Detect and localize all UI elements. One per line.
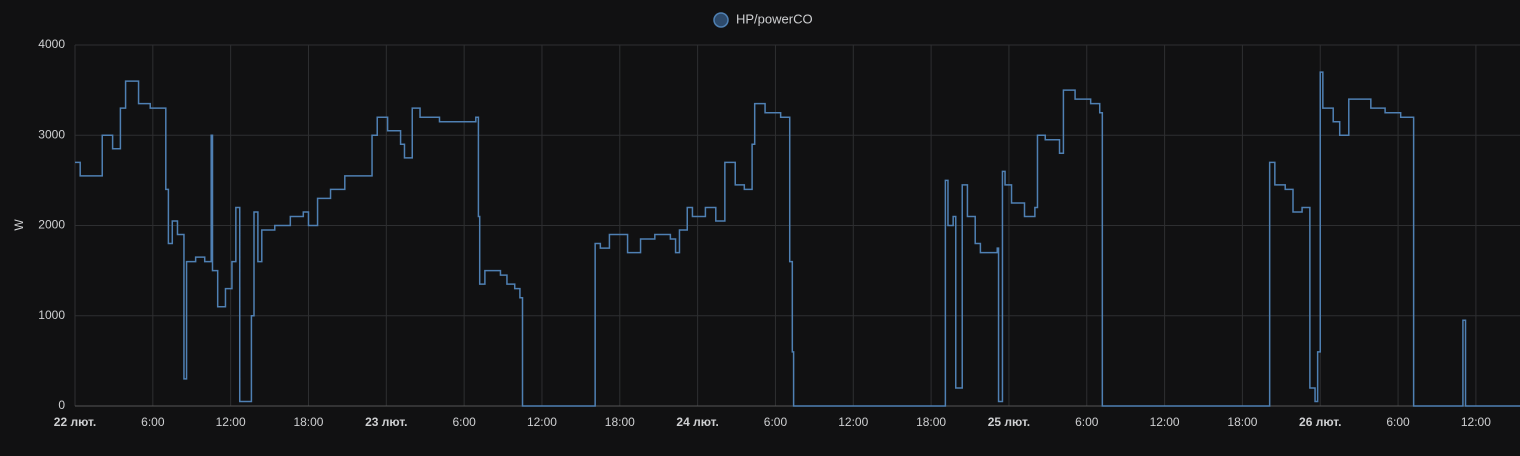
x-tick-label: 24 лют.: [676, 415, 718, 429]
x-tick-label: 12:00: [527, 415, 557, 429]
x-tick-label: 6:00: [1075, 415, 1099, 429]
y-tick-label: 0: [58, 398, 65, 412]
x-tick-label: 12:00: [1461, 415, 1491, 429]
y-tick-label: 3000: [38, 127, 65, 141]
y-axis-label: W: [12, 219, 26, 231]
x-tick-label: 18:00: [293, 415, 323, 429]
x-tick-label: 25 лют.: [988, 415, 1030, 429]
x-tick-label: 12:00: [216, 415, 246, 429]
x-tick-label: 18:00: [916, 415, 946, 429]
x-tick-label: 6:00: [141, 415, 165, 429]
y-tick-label: 1000: [38, 308, 65, 322]
legend-swatch: [713, 12, 729, 28]
x-tick-label: 26 лют.: [1299, 415, 1341, 429]
x-tick-label: 6:00: [452, 415, 476, 429]
y-tick-label: 4000: [38, 37, 65, 51]
x-tick-label: 6:00: [1386, 415, 1410, 429]
x-tick-label: 12:00: [838, 415, 868, 429]
x-tick-label: 22 лют.: [54, 415, 96, 429]
x-tick-label: 12:00: [1150, 415, 1180, 429]
legend-label: HP/powerCO: [736, 11, 813, 26]
x-tick-label: 6:00: [764, 415, 788, 429]
x-tick-label: 18:00: [1227, 415, 1257, 429]
y-tick-label: 2000: [38, 218, 65, 232]
x-tick-label: 18:00: [605, 415, 635, 429]
data-line: [75, 71, 1520, 407]
x-tick-label: 23 лют.: [365, 415, 407, 429]
